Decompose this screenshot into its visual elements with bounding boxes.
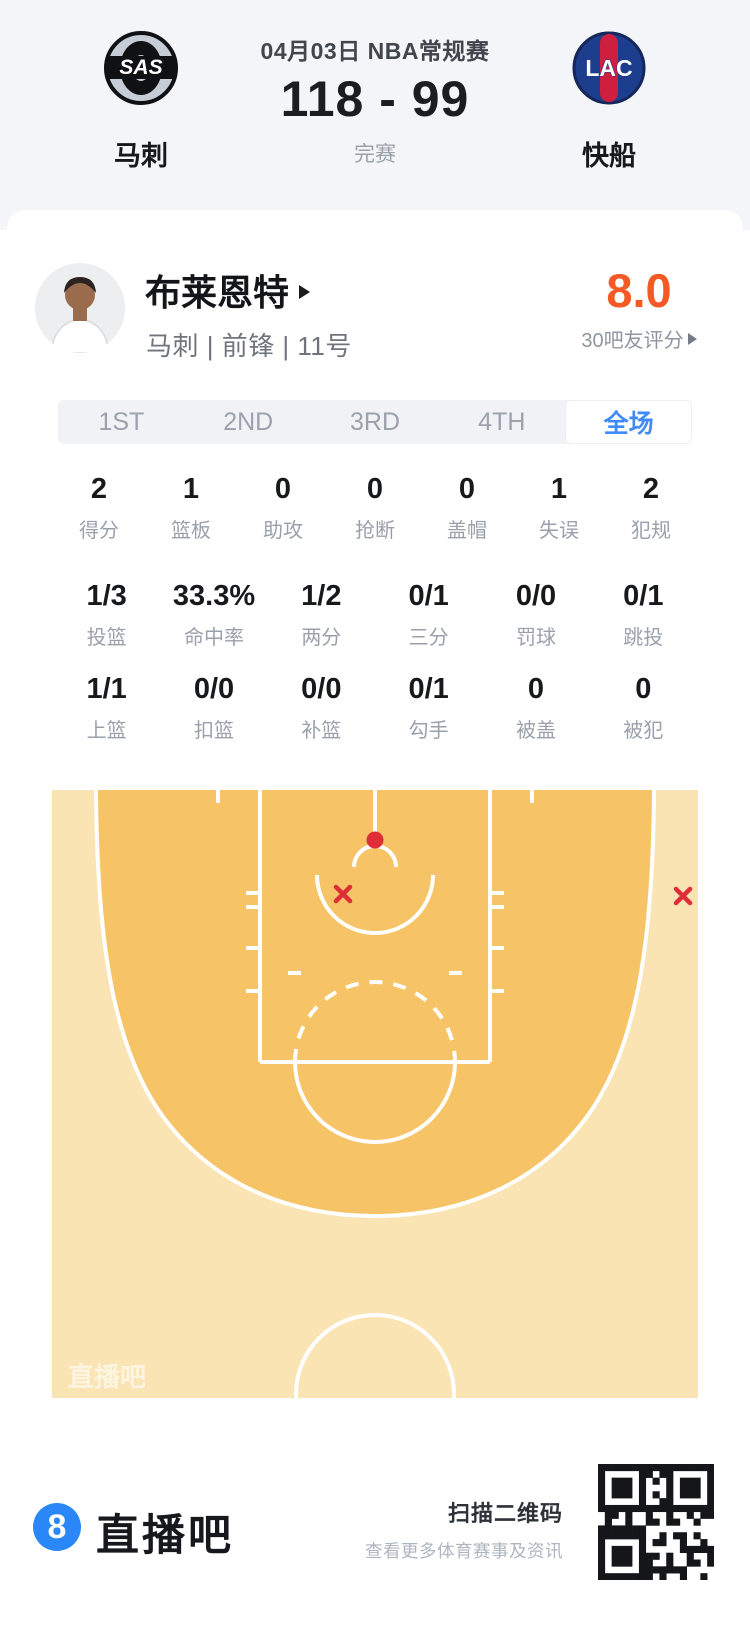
team-home-name: 马刺 [114, 141, 168, 171]
qr-caption-block: 扫描二维码 查看更多体育赛事及资讯 [323, 1496, 563, 1563]
stat-2pt: 1/2 两分 [301, 580, 342, 649]
player-meta: 马刺 | 前锋 | 11号 [146, 331, 352, 361]
tab-1st[interactable]: 1ST [98, 407, 145, 436]
three-point-area [96, 790, 654, 1216]
chevron-right-icon [687, 332, 697, 345]
stat-putback: 0/0 补篮 [301, 673, 342, 742]
chevron-right-icon [299, 284, 311, 299]
tab-3rd[interactable]: 3RD [349, 407, 400, 436]
low-post-arc [315, 874, 435, 935]
free-throw-circle-dashed [293, 980, 457, 1063]
shot-markers [333, 831, 693, 906]
missed-shot-marker [673, 886, 693, 906]
court-watermark: 直播吧 [68, 1362, 146, 1392]
stat-fg: 1/3 投篮 [86, 580, 127, 649]
stat-turnovers: 1 失误 [539, 473, 579, 542]
stat-fouled: 0 被犯 [623, 673, 664, 742]
stat-blocked: 0 被盖 [515, 673, 556, 742]
zhibo8-logo-text: 直播吧 [96, 1512, 234, 1560]
made-shot-marker [366, 831, 384, 849]
rating-caption: 30吧友评分 [581, 330, 684, 352]
stat-points: 2 得分 [79, 473, 119, 542]
lane-hash-left [246, 891, 260, 993]
quarter-tabbar: 1ST 2ND 3RD 4TH 全场 [58, 400, 692, 444]
stat-row-shot-types: 1/1 上篮 0/0 扣篮 0/0 补篮 0/1 勾手 0 被盖 0 被犯 [53, 672, 697, 743]
tab-full-game[interactable]: 全场 [565, 400, 692, 444]
player-name: 布莱恩特 [145, 272, 290, 313]
rating-block[interactable]: 8.0 30吧友评分 [567, 266, 711, 353]
stat-dunk: 0/0 扣篮 [193, 673, 235, 742]
clippers-logo-icon: LAC [572, 31, 646, 105]
baseline-marks [216, 790, 534, 803]
player-name-row[interactable]: 布莱恩特 [145, 270, 311, 313]
stat-steals: 0 抢断 [355, 473, 395, 542]
player-avatar[interactable] [35, 263, 125, 353]
stat-assists: 0 助攻 [263, 473, 303, 542]
lane-hash-right [490, 891, 504, 993]
svg-text:LAC: LAC [585, 55, 632, 81]
zhibo8-logo-icon: 8 [33, 1503, 81, 1551]
player-photo [35, 263, 125, 353]
shot-chart-court: 直播吧 [52, 790, 698, 1398]
qr-code [598, 1464, 714, 1580]
lane-lines [258, 790, 492, 1064]
qr-subtitle: 查看更多体育赛事及资讯 [365, 1541, 563, 1561]
stat-row-basic: 2 得分 1 篮板 0 助攻 0 抢断 0 盖帽 1 失误 2 犯规 [53, 472, 697, 543]
svg-text:SAS: SAS [119, 56, 162, 79]
three-point-line [94, 790, 656, 1219]
stat-hook: 0/1 勾手 [408, 673, 449, 742]
match-status: 完赛 [354, 143, 396, 166]
team-home[interactable]: SAS 马刺 [103, 30, 179, 173]
stat-ft: 0/0 罚球 [515, 580, 557, 649]
spurs-logo-icon: SAS [104, 31, 178, 105]
team-away-name: 快船 [582, 141, 636, 171]
stat-row-shooting: 1/3 投篮 33.3% 命中率 1/2 两分 0/1 三分 0/0 罚球 0/1 跳投 [53, 579, 697, 650]
stat-layup: 1/1 上篮 [86, 673, 127, 742]
qr-title: 扫描二维码 [447, 1501, 563, 1526]
stat-fg-pct: 33.3% 命中率 [172, 580, 256, 649]
match-score: 118 - 99 [280, 71, 470, 127]
tab-4th[interactable]: 4TH [478, 407, 526, 436]
center-circle [294, 1313, 456, 1398]
stat-rebounds: 1 篮板 [171, 473, 211, 542]
tab-2nd[interactable]: 2ND [223, 407, 274, 436]
stat-blocks: 0 盖帽 [447, 473, 487, 542]
stat-3pt: 0/1 三分 [408, 580, 449, 649]
missed-shot-marker [333, 884, 353, 904]
stat-fouls: 2 犯规 [631, 473, 671, 542]
free-throw-circle-solid [293, 1061, 457, 1144]
match-date: 04月03日 NBA常规赛 [260, 38, 490, 64]
stat-jumpshot: 0/1 跳投 [623, 580, 664, 649]
rating-value: 8.0 [606, 264, 672, 317]
team-away[interactable]: LAC 快船 [571, 30, 647, 173]
